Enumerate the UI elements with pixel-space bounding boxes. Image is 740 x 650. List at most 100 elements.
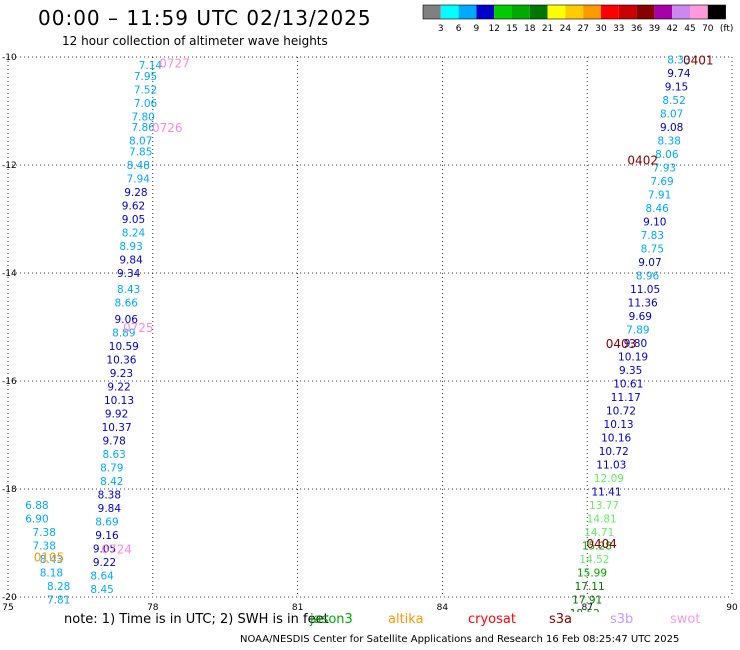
satellite-legend-altika: altika	[388, 612, 424, 627]
wave-height-point: 7.83	[641, 230, 664, 242]
colorbar-label: 36	[631, 24, 643, 34]
wave-height-point: 7.95	[134, 71, 157, 83]
wave-height-point: 8.24	[122, 228, 146, 240]
wave-height-point: 8.96	[636, 271, 660, 283]
track-label: 0724	[101, 542, 132, 556]
wave-height-point: 8.07	[660, 109, 683, 121]
wave-height-point: 8.89	[112, 327, 135, 339]
colorbar-label: 9	[474, 24, 480, 34]
colorbar-swatch	[423, 5, 441, 19]
wave-height-point: 8.64	[90, 570, 114, 582]
colorbar-swatch	[636, 5, 655, 19]
wave-height-point: 9.62	[122, 201, 145, 213]
wave-height-point: 10.13	[104, 395, 134, 407]
wave-height-point: 9.06	[115, 314, 139, 326]
wave-height-point: 9.80	[624, 338, 647, 350]
colorbar-swatch	[654, 5, 673, 19]
wave-height-point: 8.33	[667, 55, 690, 67]
x-tick-label: 87	[581, 603, 592, 612]
colorbar-label: 27	[577, 24, 588, 34]
wave-height-point: 7.69	[650, 176, 673, 188]
wave-height-point: 9.15	[665, 82, 688, 94]
wave-height-point: 8.18	[40, 568, 63, 580]
scatter-plot: 75 78 81 84 87 90-10-12-14-16-18-207.147.957.…	[2, 53, 738, 612]
wave-height-point: 7.14	[139, 60, 163, 72]
colorbar-label: 6	[456, 24, 462, 34]
wave-height-point: 8.28	[47, 581, 70, 593]
y-tick-label: -20	[2, 593, 17, 603]
wave-height-point: 10.36	[106, 354, 136, 366]
colorbar-unit: (ft)	[720, 24, 734, 34]
wave-height-point: 10.16	[601, 433, 631, 445]
wave-height-point: 8.45	[90, 584, 113, 596]
y-tick-label: -14	[2, 269, 17, 279]
wave-height-point: 9.08	[660, 122, 683, 134]
wave-height-point: 11.17	[611, 392, 641, 404]
colorbar-label: 42	[666, 24, 677, 34]
wave-height-point: 14.52	[579, 554, 609, 566]
wave-height-point: 11.36	[628, 298, 658, 310]
wave-height-point: 7.85	[129, 147, 152, 159]
track-label: 0401	[683, 54, 714, 68]
wave-height-point: 18.52	[570, 608, 600, 612]
wave-height-point: 8.66	[115, 298, 139, 310]
x-tick-label: 90	[726, 603, 738, 612]
colorbar-label: 18	[524, 24, 536, 34]
track-label: 0404	[586, 537, 617, 551]
wave-height-point: 8.38	[658, 136, 681, 148]
chart-subtitle: 12 hour collection of altimeter wave hei…	[62, 34, 328, 48]
x-tick-label: 78	[147, 603, 159, 612]
colorbar-swatch	[618, 5, 637, 19]
wave-height-point: 9.23	[110, 368, 133, 380]
wave-height-point: 8.48	[127, 160, 150, 172]
colorbar-swatch	[565, 5, 584, 19]
wave-height-point: 9.35	[619, 365, 642, 377]
wave-height-point: 7.86	[131, 122, 155, 134]
wave-height-point: 10.72	[606, 406, 636, 418]
wave-height-point: 8.43	[117, 284, 140, 296]
wave-height-point: 10.37	[102, 422, 132, 434]
wave-height-point: 7.52	[134, 84, 157, 96]
wave-height-point: 8.69	[95, 516, 118, 528]
y-tick-label: -18	[2, 485, 17, 495]
colorbar-swatch	[512, 5, 530, 19]
wave-height-point: 9.84	[119, 255, 143, 267]
wave-height-point: 7.38	[33, 527, 56, 539]
wave-height-point: 9.84	[98, 503, 122, 515]
wave-height-point: 11.03	[596, 460, 626, 472]
page-title: 00:00 – 11:59 UTC 02/13/2025	[38, 6, 372, 30]
wave-height-point: 8.79	[100, 462, 123, 474]
track-label: 0403	[606, 337, 637, 351]
wave-height-point: 9.16	[95, 530, 119, 542]
wave-height-point: 6.90	[25, 514, 48, 526]
wave-height-point: 17.91	[572, 595, 602, 607]
wave-height-point: 7.38	[33, 541, 56, 553]
wave-height-point: 9.10	[643, 217, 666, 229]
track-label: 0725	[123, 321, 154, 335]
wave-height-point: 8.38	[98, 489, 121, 501]
wave-height-point: 7.93	[653, 163, 676, 175]
wave-height-point: 11.05	[630, 284, 660, 296]
credit-line: NOAA/NESDIS Center for Satellite Applica…	[240, 634, 680, 645]
wave-height-point: 9.22	[93, 557, 116, 569]
satellite-legend-swot: swot	[670, 612, 701, 627]
y-tick-label: -10	[2, 53, 17, 63]
x-tick-label: 75	[2, 603, 13, 612]
colorbar-label: 45	[684, 24, 695, 34]
wave-height-point: 10.59	[109, 341, 139, 353]
wave-height-point: 7.91	[648, 190, 671, 202]
colorbar-label: 70	[702, 24, 714, 34]
colorbar-label: 12	[488, 24, 499, 34]
wave-height-point: 9.05	[122, 214, 145, 226]
colorbar-label: 3	[438, 24, 444, 34]
satellite-legend-jason3: jason3	[310, 612, 353, 627]
colorbar-label: 30	[595, 24, 607, 34]
y-tick-label: -12	[2, 161, 17, 171]
track-label: 0727	[159, 56, 190, 70]
track-label: 0402	[627, 154, 658, 168]
wave-height-point: 10.19	[618, 352, 648, 364]
wave-height-point: 17.11	[575, 581, 605, 593]
colorbar: 3 6 9 12 15 18 21 24 27 30 33 36 39 42 45 70 (ft)	[422, 4, 734, 34]
wave-height-point: 13.77	[589, 500, 619, 512]
track-label: 0105	[34, 551, 65, 565]
